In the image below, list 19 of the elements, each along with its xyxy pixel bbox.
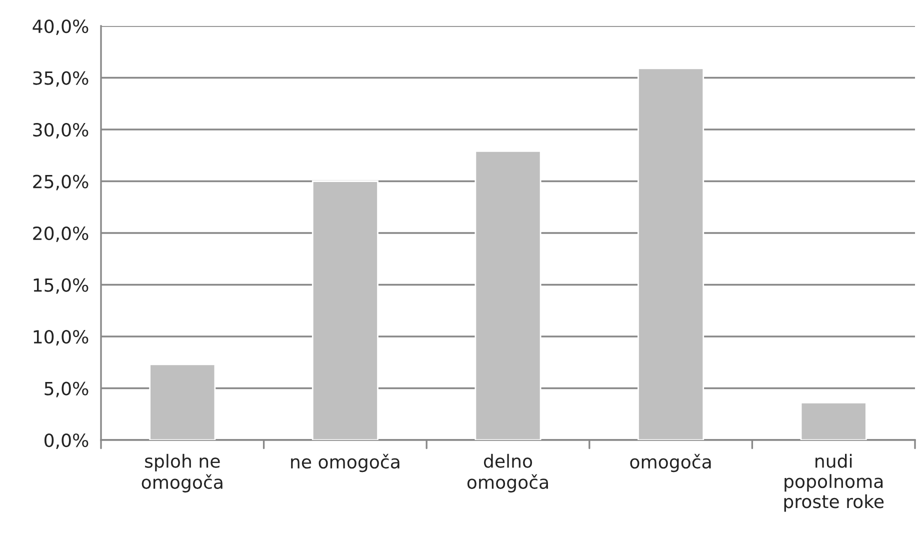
y-tick-label: 15,0% [34, 278, 88, 294]
bar [800, 402, 867, 440]
y-tick-label: 10,0% [34, 330, 88, 346]
x-tick-label: omogoča [630, 454, 711, 472]
bar [312, 180, 378, 440]
y-tick-label: 40,0% [32, 19, 88, 35]
y-tick-label: 25,0% [33, 174, 88, 190]
y-tick-label: 30,0% [33, 122, 88, 138]
x-tick-label: sploh ne omogoča [142, 454, 222, 492]
y-tick-label: 0,0% [44, 433, 88, 449]
bar [638, 68, 704, 440]
y-tick-label: 35,0% [33, 71, 88, 87]
x-tick-label: nudi popolnoma proste roke [784, 454, 884, 512]
y-tick-label: 20,0% [33, 226, 88, 242]
x-tick-label: delno omogoča [467, 454, 548, 492]
y-tick-label: 5,0% [44, 382, 88, 398]
bar [149, 364, 216, 440]
x-tick-label: ne omogoča [291, 454, 400, 472]
bar [474, 150, 542, 440]
